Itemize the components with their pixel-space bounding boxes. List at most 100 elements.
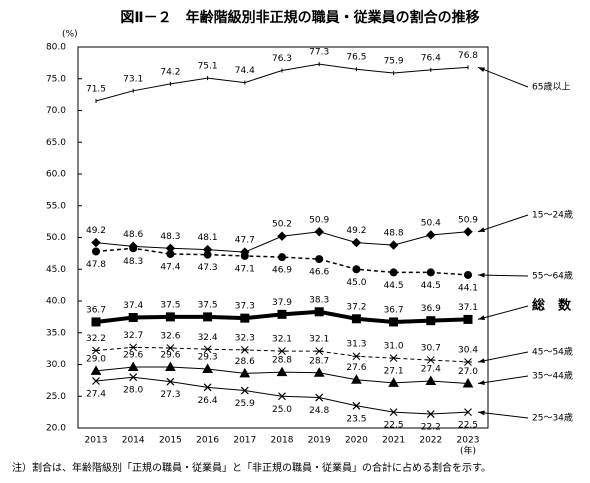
value-label: 76.8	[458, 51, 478, 61]
marker	[464, 358, 472, 366]
value-label: 76.4	[421, 53, 441, 63]
value-label: 37.3	[235, 302, 255, 312]
value-label: 47.3	[198, 263, 218, 273]
value-label: 37.1	[458, 303, 478, 313]
marker	[351, 314, 361, 324]
marker	[315, 393, 324, 402]
legend-arrow	[477, 66, 529, 88]
marker	[464, 408, 472, 417]
value-label: 74.4	[235, 66, 255, 76]
value-label: 32.2	[86, 334, 106, 344]
value-label: 47.1	[235, 264, 255, 274]
marker	[92, 247, 100, 256]
value-label: 26.4	[198, 396, 218, 406]
value-label: 32.3	[235, 333, 255, 343]
value-label: 48.1	[198, 233, 218, 243]
marker	[91, 237, 101, 248]
marker	[129, 343, 138, 352]
value-label: 27.6	[346, 363, 366, 373]
value-label: 32.6	[160, 331, 180, 341]
value-label: 50.9	[309, 215, 329, 225]
legend-label: 55～64歳	[532, 270, 573, 282]
marker	[202, 363, 213, 373]
legend-label: 15～24歳	[532, 209, 573, 221]
value-label: 23.5	[346, 414, 366, 424]
marker	[240, 251, 249, 260]
legend-arrow	[477, 351, 529, 363]
value-label: 30.4	[458, 345, 478, 355]
legend-arrow-head	[478, 67, 485, 72]
marker	[240, 386, 249, 395]
value-label: 37.2	[346, 302, 366, 312]
marker	[92, 346, 100, 355]
y-tick-label: 35.0	[46, 328, 66, 338]
legend-label: 35～44歳	[532, 370, 573, 382]
value-label: 22.5	[384, 421, 404, 431]
y-tick-label: 80.0	[46, 43, 66, 53]
x-unit: (年)	[460, 445, 476, 457]
y-tick-label: 75.0	[46, 74, 66, 84]
marker	[426, 268, 435, 277]
marker	[278, 347, 286, 356]
marker	[165, 312, 175, 322]
x-tick-label: 2021	[382, 436, 405, 446]
marker	[278, 392, 286, 401]
marker	[129, 373, 138, 382]
value-label: 28.7	[309, 356, 329, 366]
marker	[128, 313, 138, 323]
value-label: 37.4	[123, 301, 143, 311]
value-label: 49.2	[86, 226, 106, 236]
x-tick-label: 2017	[233, 436, 256, 446]
marker	[462, 378, 474, 388]
value-label: 45.0	[346, 278, 366, 288]
value-label: 71.5	[86, 84, 106, 94]
value-label: 32.1	[309, 335, 329, 345]
legend-arrow-head	[478, 272, 485, 278]
marker	[314, 227, 324, 237]
value-label: 37.5	[160, 300, 180, 310]
marker	[203, 312, 213, 322]
x-tick-label: 2023	[457, 436, 480, 446]
legend-label: 45～54歳	[532, 346, 573, 358]
legend-arrow	[477, 375, 529, 385]
value-label: 22.5	[458, 421, 478, 431]
value-label: 37.9	[272, 298, 292, 308]
marker	[277, 309, 287, 319]
marker	[276, 366, 288, 377]
value-label: 49.2	[346, 226, 366, 236]
marker	[351, 374, 362, 384]
marker	[166, 377, 175, 386]
value-label: 37.5	[198, 300, 218, 310]
marker	[388, 240, 399, 250]
marker	[426, 316, 436, 326]
legend-label: 65歳以上	[532, 81, 570, 93]
value-label: 25.9	[235, 399, 255, 409]
value-label: 27.3	[160, 390, 180, 400]
value-label: 76.5	[346, 53, 366, 63]
value-label: 29.6	[160, 351, 180, 361]
marker	[203, 345, 212, 354]
marker	[314, 307, 324, 317]
legend-arrow-head	[478, 380, 485, 385]
y-tick-label: 45.0	[46, 265, 66, 275]
legend-arrow-head	[478, 315, 485, 321]
value-label: 36.7	[384, 305, 404, 315]
value-label: 30.7	[421, 344, 441, 354]
value-label: 32.1	[272, 335, 292, 345]
marker	[352, 352, 361, 361]
marker	[464, 270, 472, 279]
x-tick-label: 2016	[196, 436, 219, 446]
value-label: 27.0	[458, 367, 478, 377]
y-tick-label: 20.0	[46, 424, 66, 434]
legend-arrow-head	[478, 227, 485, 232]
value-label: 38.3	[309, 295, 329, 305]
value-label: 75.9	[384, 57, 404, 67]
marker	[352, 265, 361, 274]
legend-label: 総 数	[532, 298, 572, 314]
value-label: 28.8	[272, 356, 292, 366]
marker	[313, 367, 325, 377]
x-tick-label: 2019	[308, 436, 331, 446]
footnote: 注）割合は、年齢階級別「正規の職員・従業員」と「非正規の職員・従業員」の合計に占…	[12, 461, 491, 474]
value-label: 50.2	[272, 220, 292, 230]
